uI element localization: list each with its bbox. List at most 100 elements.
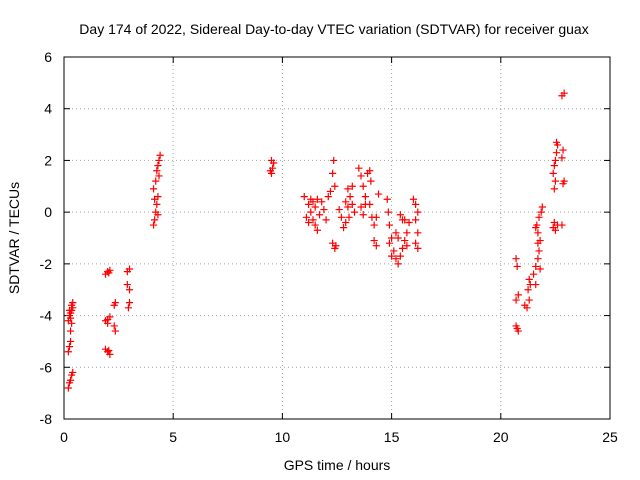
x-tick-label: 5 — [169, 429, 177, 445]
data-point — [110, 322, 118, 330]
y-tick-label: -6 — [40, 359, 53, 375]
data-point — [550, 218, 558, 227]
data-point — [152, 177, 160, 185]
data-point — [357, 172, 365, 180]
data-point — [414, 208, 422, 216]
data-point — [309, 216, 317, 224]
data-point — [366, 167, 374, 175]
data-point — [525, 275, 533, 283]
data-point — [105, 346, 113, 355]
data-point — [549, 169, 557, 177]
x-tick-label: 20 — [493, 429, 509, 445]
data-point — [525, 296, 533, 304]
data-point — [514, 327, 522, 335]
points-layer — [64, 89, 568, 392]
data-point — [66, 327, 75, 335]
data-point — [552, 149, 561, 157]
data-point — [64, 348, 72, 356]
data-point — [335, 205, 343, 214]
data-point — [513, 262, 521, 271]
data-point — [385, 221, 394, 229]
data-point — [324, 193, 332, 201]
data-point — [105, 269, 113, 277]
data-point — [532, 262, 540, 271]
data-point — [560, 89, 568, 97]
data-point — [552, 138, 561, 146]
data-point — [396, 252, 404, 260]
data-point — [372, 213, 380, 221]
data-point — [154, 162, 162, 170]
data-point — [153, 167, 161, 175]
data-point — [396, 211, 404, 219]
data-point — [372, 242, 380, 250]
data-point — [512, 296, 520, 304]
data-point — [111, 299, 119, 307]
x-tick-label: 10 — [275, 429, 291, 445]
y-tick-label: -8 — [40, 411, 53, 427]
data-point — [330, 156, 338, 165]
plot-area-frame — [63, 56, 611, 420]
data-point — [412, 239, 420, 247]
data-point — [322, 216, 330, 224]
data-point — [69, 368, 77, 377]
data-point — [339, 224, 348, 232]
data-point — [311, 221, 319, 229]
data-point — [342, 218, 350, 227]
data-point — [64, 384, 72, 392]
data-point — [305, 200, 313, 208]
x-tick-label: 15 — [384, 429, 400, 445]
data-point — [390, 247, 398, 255]
data-point — [370, 221, 378, 229]
data-point — [534, 239, 542, 247]
x-tick-label: 25 — [602, 429, 618, 445]
y-axis-label: SDTVAR / TECUs — [6, 182, 22, 294]
data-point — [532, 224, 540, 232]
data-point — [388, 252, 396, 260]
data-point — [69, 299, 77, 307]
data-point — [398, 244, 407, 252]
data-point — [125, 265, 134, 273]
data-point — [403, 242, 411, 250]
data-point — [403, 229, 411, 237]
data-point — [534, 255, 542, 263]
x-tick-label: 0 — [60, 429, 68, 445]
data-point — [311, 203, 319, 211]
data-point — [149, 185, 158, 193]
data-point — [388, 234, 396, 242]
data-point — [384, 208, 392, 216]
data-point — [559, 146, 567, 154]
data-point — [414, 244, 422, 252]
data-point — [320, 205, 328, 214]
data-point — [309, 198, 317, 206]
data-point — [551, 156, 559, 165]
data-point — [154, 211, 162, 219]
data-point — [123, 280, 131, 289]
data-point — [551, 226, 559, 234]
data-point — [345, 213, 353, 221]
data-point — [66, 337, 75, 346]
data-point — [66, 376, 75, 384]
data-point — [558, 221, 566, 229]
data-point — [156, 151, 164, 159]
data-point — [153, 200, 161, 208]
data-point — [106, 313, 114, 321]
data-point — [523, 304, 531, 312]
data-point — [337, 213, 345, 221]
data-point — [348, 182, 356, 190]
data-point — [550, 185, 558, 193]
data-point — [155, 156, 163, 165]
data-point — [385, 239, 394, 247]
data-point — [538, 203, 546, 211]
data-point — [331, 182, 339, 190]
data-point — [359, 211, 367, 219]
data-point — [151, 195, 159, 203]
chart-title: Day 174 of 2022, Sidereal Day-to-day VTE… — [79, 21, 588, 37]
data-point — [344, 203, 352, 211]
data-point — [409, 195, 418, 203]
data-point — [550, 162, 558, 170]
data-point — [412, 216, 420, 224]
data-point — [151, 216, 159, 224]
ticks-layer: 0 5 10 15 20 25 -8 -6 -4 -2 0 2 4 6 — [40, 49, 618, 445]
y-tick-label: 0 — [44, 204, 52, 220]
data-point — [111, 327, 119, 335]
